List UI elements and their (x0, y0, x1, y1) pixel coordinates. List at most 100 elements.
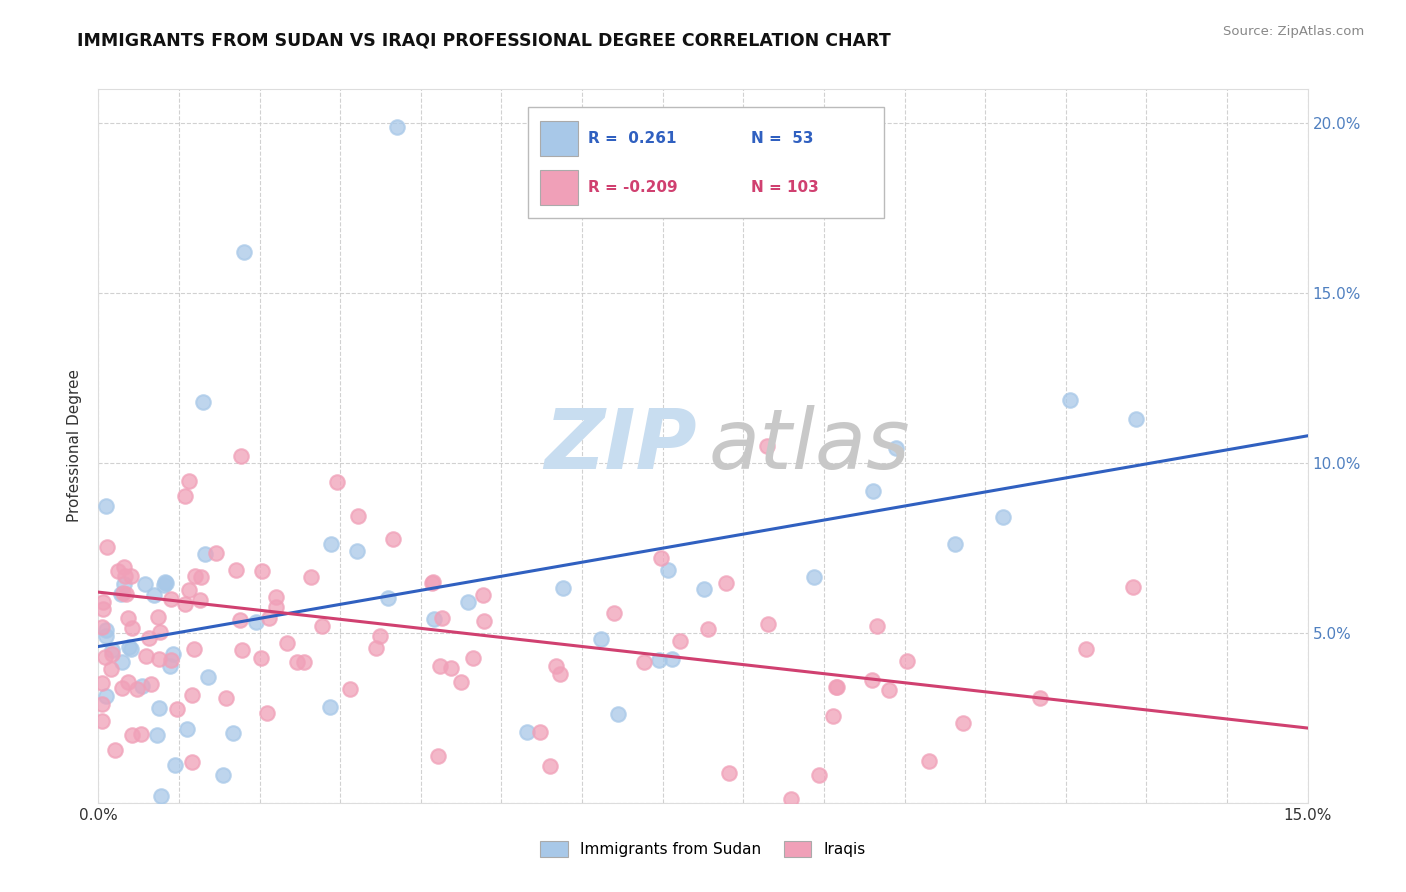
Point (426, 748, 449, 763)
Point (472, 614, 495, 628)
Text: N =  53: N = 53 (751, 131, 814, 146)
Y-axis label: Professional Degree: Professional Degree (67, 369, 83, 523)
Point (1122, 580, 1144, 594)
Point (139, 677, 162, 691)
Point (159, 653, 181, 667)
Point (145, 728, 167, 742)
Point (952, 716, 974, 731)
Point (945, 536, 967, 550)
Point (606, 707, 628, 722)
Point (245, 615, 267, 629)
Point (188, 593, 211, 607)
FancyBboxPatch shape (540, 121, 578, 156)
Point (326, 475, 349, 489)
Text: R =  0.261: R = 0.261 (588, 131, 676, 146)
Point (110, 587, 132, 601)
Text: R = -0.209: R = -0.209 (588, 179, 678, 194)
Point (862, 484, 884, 499)
Point (299, 570, 322, 584)
Point (228, 613, 250, 627)
Point (159, 592, 181, 607)
Point (91, 714, 114, 729)
Point (117, 611, 139, 625)
Point (250, 651, 273, 665)
Point (120, 568, 142, 582)
Text: N = 103: N = 103 (751, 179, 820, 194)
Point (877, 683, 900, 698)
Point (276, 636, 298, 650)
Point (174, 489, 197, 503)
Point (96, 500, 118, 514)
Point (183, 641, 205, 656)
Point (173, 597, 195, 611)
Point (661, 652, 683, 666)
Point (650, 551, 672, 566)
Point (184, 569, 207, 583)
Point (430, 611, 453, 625)
Point (148, 652, 170, 666)
Point (204, 546, 226, 560)
Point (177, 582, 200, 597)
Point (697, 622, 720, 636)
Point (231, 643, 253, 657)
Point (457, 595, 479, 609)
Point (821, 709, 844, 723)
Point (516, 725, 538, 739)
Point (162, 648, 184, 662)
Point (803, 570, 825, 584)
Point (91, 601, 114, 615)
Legend: Immigrants from Sudan, Iraqis: Immigrants from Sudan, Iraqis (534, 835, 872, 863)
FancyBboxPatch shape (527, 107, 884, 218)
Point (91, 595, 114, 609)
Point (339, 681, 361, 696)
Point (529, 725, 551, 739)
Point (211, 768, 233, 782)
Point (603, 607, 626, 621)
Point (553, 581, 575, 595)
Point (347, 509, 370, 524)
Point (101, 647, 124, 661)
Point (382, 533, 405, 547)
Point (450, 675, 472, 690)
Point (756, 616, 779, 631)
Point (266, 590, 288, 604)
Point (118, 640, 141, 654)
Point (115, 587, 138, 601)
Point (100, 662, 122, 676)
Point (159, 658, 181, 673)
Point (96, 540, 118, 554)
Point (131, 679, 153, 693)
Point (148, 700, 170, 714)
Point (422, 574, 444, 589)
Point (319, 699, 342, 714)
Point (131, 726, 153, 740)
Point (256, 706, 278, 721)
Point (120, 642, 142, 657)
Point (179, 474, 201, 488)
Point (884, 442, 907, 456)
Point (257, 611, 280, 625)
Point (1059, 392, 1081, 407)
Point (693, 582, 716, 597)
Point (364, 640, 387, 655)
Text: Source: ZipAtlas.com: Source: ZipAtlas.com (1223, 25, 1364, 38)
Point (125, 681, 148, 696)
Point (150, 789, 173, 803)
Point (429, 658, 451, 673)
Point (114, 568, 136, 582)
Point (165, 757, 187, 772)
Point (896, 654, 918, 668)
Point (138, 631, 160, 645)
Point (225, 563, 247, 577)
Point (91, 620, 114, 634)
Point (112, 560, 135, 574)
Point (176, 722, 198, 736)
Point (756, 201, 779, 215)
Text: IMMIGRANTS FROM SUDAN VS IRAQI PROFESSIONAL DEGREE CORRELATION CHART: IMMIGRANTS FROM SUDAN VS IRAQI PROFESSIO… (77, 31, 891, 49)
Point (825, 680, 848, 694)
Point (111, 655, 134, 669)
Point (440, 661, 463, 675)
Point (180, 756, 202, 770)
Point (544, 658, 567, 673)
Point (540, 759, 562, 773)
